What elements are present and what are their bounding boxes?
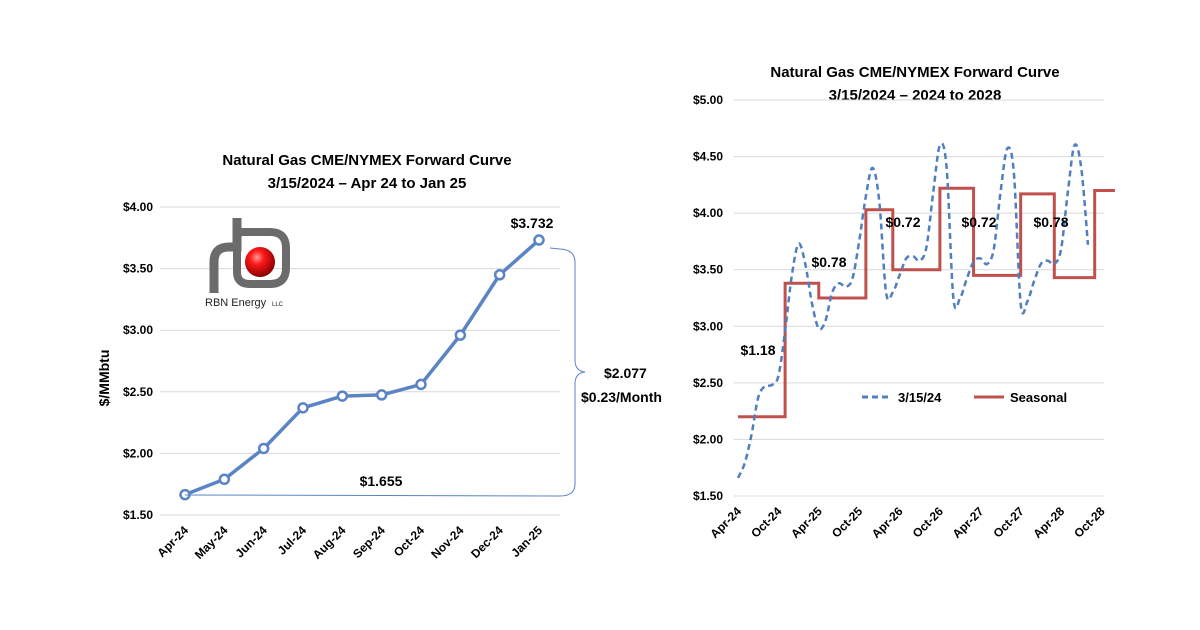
right-spread-label: $0.78 xyxy=(811,254,846,270)
left-y-tick-label: $2.50 xyxy=(123,385,153,399)
left-data-point xyxy=(493,269,506,281)
right-y-tick-label: $2.00 xyxy=(693,432,723,446)
left-x-tick-label: Nov-24 xyxy=(428,523,466,561)
right-chart-annotations: $1.18 $0.78 $0.72 $0.72 $0.78 xyxy=(740,214,1068,358)
right-x-tick-label: Apr-28 xyxy=(1030,504,1067,541)
spread-label: $2.077 xyxy=(604,365,647,381)
left-x-tick-label: Oct-24 xyxy=(391,523,428,560)
right-chart-title-line1: Natural Gas CME/NYMEX Forward Curve xyxy=(770,64,1059,81)
left-x-tick-label: Jun-24 xyxy=(233,523,270,560)
left-chart-series xyxy=(179,234,545,501)
left-data-point xyxy=(297,402,309,414)
right-spread-label: $0.78 xyxy=(1033,214,1068,230)
left-data-point xyxy=(375,389,388,401)
right-chart-y-ticks: $1.50 $2.00 $2.50 $3.00 $3.50 $4.00 $4.50 $5.00 xyxy=(693,93,723,503)
right-chart-series xyxy=(736,142,1115,479)
left-x-tick-label: May-24 xyxy=(192,523,231,562)
right-y-tick-label: $3.00 xyxy=(693,319,723,333)
right-x-tick-label: Oct-24 xyxy=(748,504,785,541)
left-x-tick-label: Apr-24 xyxy=(154,523,191,560)
left-chart-title-line1: Natural Gas CME/NYMEX Forward Curve xyxy=(222,152,511,169)
right-x-tick-label: Apr-26 xyxy=(869,504,906,541)
left-data-point xyxy=(533,234,545,246)
left-data-point xyxy=(415,378,427,391)
right-y-tick-label: $3.50 xyxy=(693,263,723,277)
left-chart: Natural Gas CME/NYMEX Forward Curve 3/15… xyxy=(96,152,662,562)
right-chart-title-line2: 3/15/2024 – 2024 to 2028 xyxy=(829,87,1002,104)
right-spread-label: $0.72 xyxy=(885,214,920,230)
left-chart-title-line2: 3/15/2024 – Apr 24 to Jan 25 xyxy=(268,175,467,192)
rbn-energy-logo: RBN Energy LLC xyxy=(205,218,290,309)
left-data-point xyxy=(218,473,231,486)
right-y-tick-label: $4.50 xyxy=(693,150,723,164)
left-y-tick-label: $3.00 xyxy=(123,323,153,337)
forward-curve-dashed-line xyxy=(736,142,1090,479)
left-chart-y-ticks: $1.50 $2.00 $2.50 $3.00 $3.50 $4.00 xyxy=(123,200,153,522)
right-x-tick-label: Apr-25 xyxy=(788,504,825,541)
left-y-tick-label: $1.50 xyxy=(123,508,153,522)
right-x-tick-label: Apr-27 xyxy=(950,504,987,541)
left-x-tick-label: Aug-24 xyxy=(310,523,349,562)
seasonal-step-line xyxy=(738,186,1115,419)
logo-frame-icon xyxy=(233,228,290,288)
left-x-tick-label: Dec-24 xyxy=(468,523,506,561)
left-y-tick-label: $4.00 xyxy=(123,200,153,214)
logo-suffix: LLC xyxy=(272,302,284,308)
right-spread-label: $0.72 xyxy=(961,214,996,230)
legend-label-forward: 3/15/24 xyxy=(898,390,942,405)
right-y-tick-label: $2.50 xyxy=(693,376,723,390)
right-chart: Natural Gas CME/NYMEX Forward Curve 3/15… xyxy=(693,64,1115,541)
logo-text: RBN Energy xyxy=(205,297,267,309)
legend-label-seasonal: Seasonal xyxy=(1010,390,1067,405)
left-x-tick-label: Jan-25 xyxy=(508,523,545,560)
left-data-point xyxy=(336,390,349,402)
end-value-label: $3.732 xyxy=(511,215,554,231)
logo-pipe-icon xyxy=(209,218,242,293)
right-y-tick-label: $4.00 xyxy=(693,206,723,220)
left-series-line xyxy=(184,238,541,497)
left-chart-y-axis-label: $/MMbtu xyxy=(96,350,112,407)
start-value-label: $1.655 xyxy=(360,473,403,489)
right-chart-x-ticks: Apr-24 Oct-24 Apr-25 Oct-25 Apr-26 Oct-26 Apr-… xyxy=(707,504,1107,541)
right-x-tick-label: Oct-27 xyxy=(990,504,1027,541)
right-x-tick-label: Apr-24 xyxy=(707,504,744,541)
right-x-tick-label: Oct-25 xyxy=(829,504,866,541)
left-y-tick-label: $2.00 xyxy=(123,446,153,460)
right-spread-label: $1.18 xyxy=(740,342,775,358)
right-x-tick-label: Oct-28 xyxy=(1071,504,1108,541)
left-chart-x-ticks: Apr-24 May-24 Jun-24 Jul-24 Aug-24 Sep-24 Oct-… xyxy=(154,523,545,562)
left-x-tick-label: Sep-24 xyxy=(350,523,388,561)
left-y-tick-label: $3.50 xyxy=(123,262,153,276)
left-data-point xyxy=(257,442,270,455)
right-chart-legend: 3/15/24 Seasonal xyxy=(862,390,1067,405)
spread-bracket xyxy=(184,247,586,497)
left-data-point xyxy=(454,329,467,341)
left-x-tick-label: Jul-24 xyxy=(275,523,310,558)
left-chart-gridlines xyxy=(160,206,560,516)
right-x-tick-label: Oct-26 xyxy=(910,504,947,541)
right-y-tick-label: $5.00 xyxy=(693,93,723,107)
per-month-label: $0.23/Month xyxy=(581,389,662,405)
right-y-tick-label: $1.50 xyxy=(693,489,723,503)
logo-red-ball-icon xyxy=(245,247,275,277)
